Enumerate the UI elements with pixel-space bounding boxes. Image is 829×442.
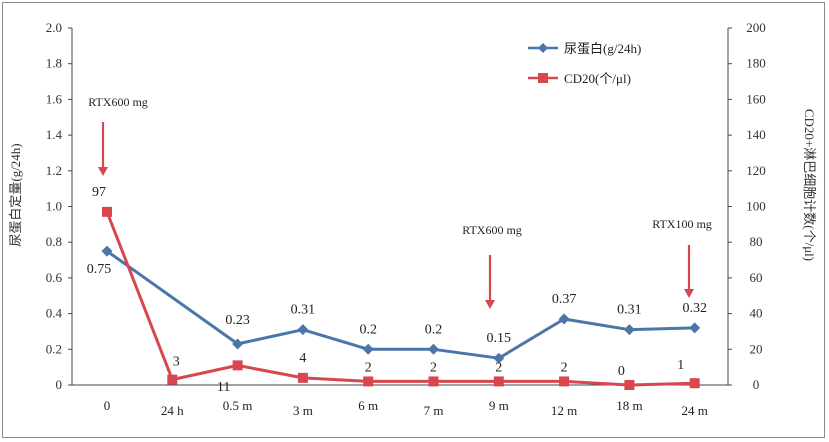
series-line-1 xyxy=(105,211,695,387)
legend: 尿蛋白(g/24h) CD20(个/μl) xyxy=(528,41,641,86)
right-tick-label: 200 xyxy=(746,20,766,35)
left-tick-label: 0.6 xyxy=(46,270,63,285)
data-point-diamond xyxy=(232,338,244,350)
right-tick-label: 0 xyxy=(753,377,760,392)
data-label: 0.23 xyxy=(225,313,250,328)
left-axis-ticks: 0 0.2 0.4 0.6 0.8 1.0 1.2 1.4 1.6 1.8 2.0 xyxy=(46,20,72,392)
right-axis-title: CD20+淋巴细胞计数(个/μl) xyxy=(802,109,817,261)
left-tick-label: 1.4 xyxy=(46,127,63,142)
right-tick-label: 20 xyxy=(750,341,763,356)
data-point-square xyxy=(363,376,374,387)
data-point-diamond xyxy=(297,324,309,336)
x-category-label: 12 m xyxy=(551,403,577,418)
annotation-arrow-head-icon xyxy=(684,289,694,298)
x-category-label: 24 m xyxy=(682,403,708,418)
data-label: 0.15 xyxy=(487,331,512,346)
data-label: 0.32 xyxy=(682,301,707,316)
left-tick-label: 1.2 xyxy=(46,163,62,178)
data-label: 2 xyxy=(561,360,568,375)
data-label: 0.75 xyxy=(87,262,112,277)
series-lines xyxy=(105,211,695,387)
legend-square-icon xyxy=(538,73,548,83)
left-tick-label: 1.6 xyxy=(46,91,63,106)
data-point-square xyxy=(493,376,504,387)
right-tick-label: 60 xyxy=(750,270,763,285)
data-label: 3 xyxy=(173,355,180,370)
data-point-diamond xyxy=(623,324,635,336)
data-label: 2 xyxy=(430,360,437,375)
right-tick-label: 40 xyxy=(750,306,763,321)
left-tick-label: 0.2 xyxy=(46,341,62,356)
data-point-square xyxy=(297,372,308,383)
data-label: 0.2 xyxy=(425,322,443,337)
data-label: 4 xyxy=(299,351,306,366)
x-axis-categories: 0 24 h 0.5 m 3 m 6 m 7 m 9 m 12 m 18 m 24 m xyxy=(104,398,708,418)
x-category-label: 0.5 m xyxy=(223,398,253,413)
annotation-label: RTX600 mg xyxy=(88,95,148,109)
annotations: RTX600 mg RTX600 mg RTX100 mg xyxy=(88,95,712,309)
data-labels: 0.75 0.23 0.31 0.2 0.2 0.15 0.37 0.31 0.32 97 3 11 4… xyxy=(87,185,707,395)
data-point-square xyxy=(559,376,570,387)
data-point-diamond xyxy=(428,343,439,355)
legend-label-cd20: CD20(个/μl) xyxy=(564,71,631,86)
data-point-square xyxy=(428,376,439,387)
data-label: 97 xyxy=(92,185,106,200)
right-tick-label: 100 xyxy=(746,199,766,214)
data-label: 0 xyxy=(618,364,625,379)
annotation-arrow-head-icon xyxy=(98,167,108,176)
legend-label-urine-protein: 尿蛋白(g/24h) xyxy=(564,41,641,56)
legend-diamond-icon xyxy=(538,43,548,53)
series-line-0 xyxy=(106,249,695,360)
left-tick-label: 0.8 xyxy=(46,234,62,249)
x-category-label: 9 m xyxy=(489,398,509,413)
x-category-label: 18 m xyxy=(616,398,642,413)
left-tick-label: 1.0 xyxy=(46,199,62,214)
data-label: 0.37 xyxy=(552,292,577,307)
x-category-label: 3 m xyxy=(293,403,313,418)
right-tick-label: 180 xyxy=(746,56,766,71)
data-point-diamond xyxy=(558,313,570,325)
left-axis-title: 尿蛋白定量(g/24h) xyxy=(8,143,23,246)
data-label: 1 xyxy=(677,358,684,373)
x-category-label: 24 h xyxy=(161,403,184,418)
left-tick-label: 1.8 xyxy=(46,56,62,71)
data-point-diamond xyxy=(689,322,701,334)
chart-frame xyxy=(2,2,825,438)
annotation-arrow-head-icon xyxy=(485,300,495,309)
data-point-square xyxy=(102,206,112,217)
data-point-diamond xyxy=(362,343,374,355)
data-label: 0.2 xyxy=(359,322,377,337)
right-tick-label: 80 xyxy=(750,234,763,249)
left-tick-label: 0.4 xyxy=(46,306,63,321)
right-axis-ticks: 0 20 40 60 80 100 120 140 160 180 200 xyxy=(728,20,766,392)
right-tick-label: 120 xyxy=(746,163,766,178)
annotation-label: RTX100 mg xyxy=(652,217,712,231)
right-tick-label: 160 xyxy=(746,91,766,106)
data-point-diamond xyxy=(101,245,113,257)
data-point-square xyxy=(167,374,178,385)
data-label: 2 xyxy=(495,360,502,375)
data-point-square xyxy=(232,360,243,371)
data-point-diamond xyxy=(493,352,505,364)
data-label: 11 xyxy=(217,380,230,395)
annotation-label: RTX600 mg xyxy=(462,223,522,237)
data-point-square xyxy=(689,378,700,389)
data-label: 0.31 xyxy=(291,303,316,318)
left-tick-label: 0 xyxy=(56,377,63,392)
series-markers xyxy=(101,206,701,390)
x-category-label: 7 m xyxy=(424,403,444,418)
left-tick-label: 2.0 xyxy=(46,20,62,35)
data-label: 0.31 xyxy=(617,303,642,318)
x-category-label: 0 xyxy=(104,398,111,413)
x-category-label: 6 m xyxy=(358,398,378,413)
right-tick-label: 140 xyxy=(746,127,766,142)
data-label: 2 xyxy=(365,360,372,375)
data-point-square xyxy=(624,380,635,390)
